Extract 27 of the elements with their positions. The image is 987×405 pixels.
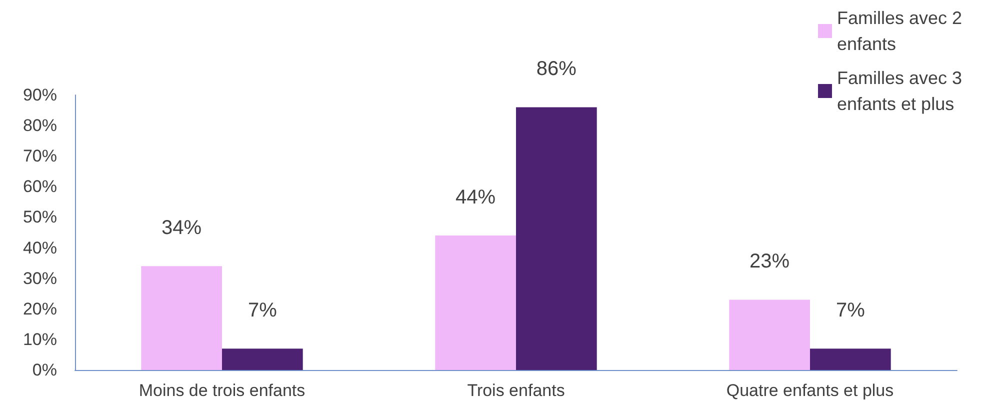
- y-tick-label: 90%: [22, 86, 57, 104]
- data-label: 7%: [248, 300, 278, 322]
- data-label: 23%: [750, 250, 790, 273]
- bar: [729, 300, 810, 370]
- data-label: 44%: [456, 186, 496, 209]
- y-tick-label: 70%: [22, 146, 57, 166]
- bar: [516, 107, 597, 370]
- y-tick-label: 10%: [22, 330, 57, 349]
- data-label: 7%: [836, 300, 866, 322]
- legend-label: Familles avec 2 enfants: [837, 8, 968, 54]
- bar: [141, 266, 222, 370]
- y-tick-label: 30%: [22, 268, 57, 288]
- legend-label: Familles avec 3 enfants et plus: [837, 68, 968, 114]
- x-tick-label: Trois enfants: [467, 381, 565, 400]
- y-tick-label: 0%: [32, 360, 57, 380]
- y-tick-label: 40%: [22, 238, 57, 258]
- bar: [222, 348, 303, 370]
- data-label: 86%: [536, 58, 577, 80]
- x-tick-label: Quatre enfants et plus: [726, 381, 894, 400]
- y-tick-label: 80%: [22, 116, 57, 136]
- y-tick-label: 50%: [22, 208, 57, 227]
- x-tick-label: Moins de trois enfants: [138, 381, 306, 400]
- bar: [435, 236, 516, 370]
- bar: [810, 348, 891, 370]
- y-tick-label: 60%: [22, 177, 57, 196]
- y-tick-label: 20%: [22, 299, 57, 318]
- data-label: 34%: [162, 217, 202, 240]
